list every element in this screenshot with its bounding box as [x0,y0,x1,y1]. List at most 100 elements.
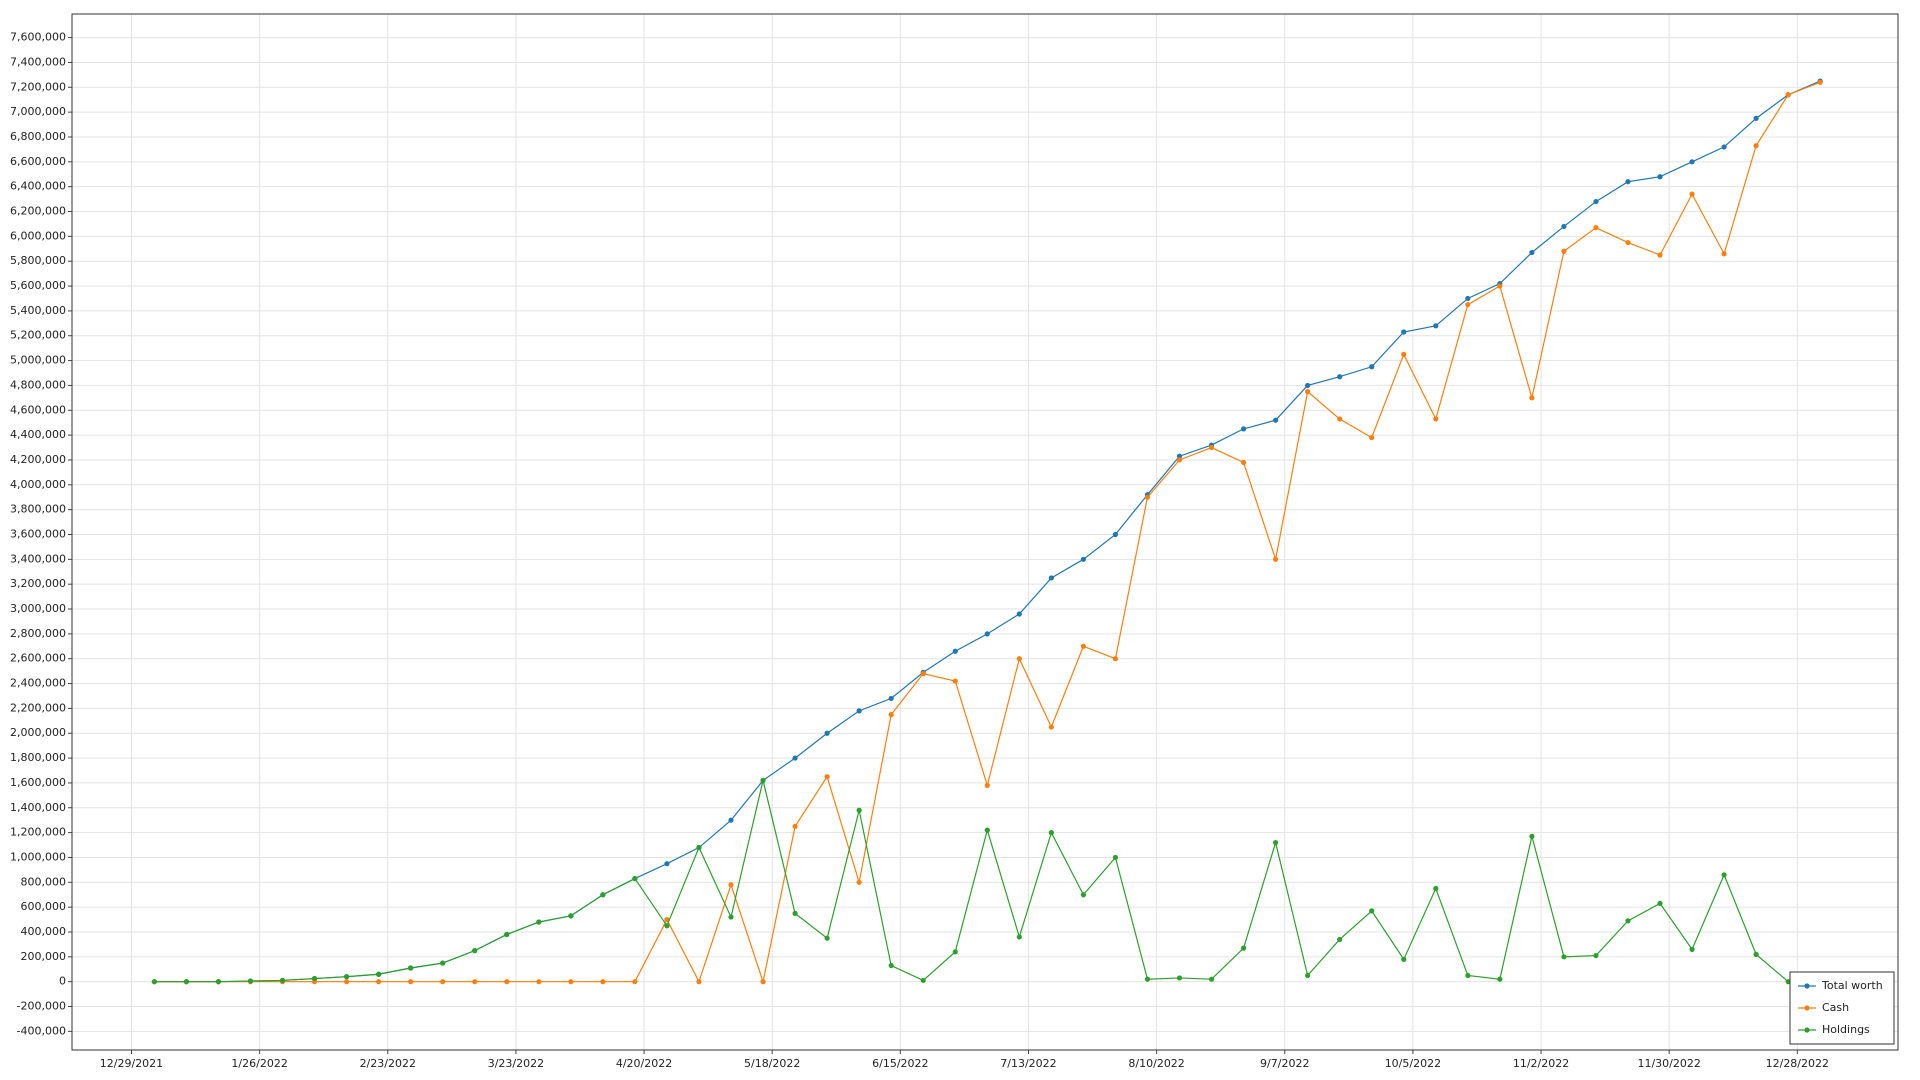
data-point [472,979,478,985]
y-tick-label: 5,000,000 [10,354,66,367]
data-point [1465,302,1471,308]
data-point [247,978,254,984]
data-point [472,948,478,954]
y-tick-label: 1,600,000 [10,776,66,789]
data-point [376,971,382,977]
data-point [856,879,862,885]
data-point [1240,945,1247,951]
data-point [1433,885,1439,892]
data-point [1369,908,1375,914]
data-point [1657,900,1663,907]
y-tick-label: 3,800,000 [10,503,66,516]
y-tick-label: 5,600,000 [10,279,66,292]
y-tick-label: 0 [59,975,66,988]
y-tick-label: 3,000,000 [10,602,66,615]
legend-marker [1804,1005,1810,1011]
y-tick-label: 2,000,000 [10,726,66,739]
y-tick-label: 1,800,000 [10,751,66,764]
data-point [1593,225,1599,231]
data-point [1529,395,1535,401]
y-tick-label: 3,400,000 [10,552,66,565]
data-point [792,755,798,761]
data-point [1048,830,1054,836]
y-tick-label: 7,000,000 [10,105,66,118]
data-point [728,914,734,920]
data-point [343,974,350,980]
data-point [952,678,958,684]
y-tick-label: 4,200,000 [10,453,66,466]
data-point [1817,79,1823,85]
y-tick-label: 4,800,000 [10,378,66,391]
data-point [1305,389,1311,395]
legend-marker [1804,983,1810,989]
plot-frame [71,13,1899,1051]
data-point [1753,143,1759,149]
data-point [1273,839,1279,846]
y-tick-label: 5,400,000 [10,304,66,317]
x-tick-label: 5/18/2022 [744,1057,800,1070]
x-tick-label: 12/29/2021 [100,1057,163,1070]
data-point [408,965,414,971]
data-point [504,931,510,938]
data-point [568,979,574,985]
data-point [215,979,222,985]
x-tick-label: 11/2/2022 [1513,1057,1569,1070]
data-point [1080,556,1086,562]
data-point [1721,251,1727,257]
data-point [792,910,798,916]
data-point [664,923,670,929]
data-point [632,875,638,882]
y-tick-label: 4,400,000 [10,428,66,441]
data-point [343,979,350,985]
data-point [1625,918,1631,924]
y-tick-label: 4,000,000 [10,478,66,491]
data-point [1208,976,1215,982]
data-point [856,708,862,714]
data-point [1208,444,1215,451]
data-point [1305,972,1311,979]
x-tick-label: 12/28/2022 [1766,1057,1829,1070]
data-point [536,979,542,985]
data-point [1305,382,1311,389]
data-point [1689,159,1695,165]
y-tick-label: -200,000 [17,1000,66,1013]
data-point [1497,976,1503,982]
y-tick-label: 6,800,000 [10,130,66,143]
data-point [1465,295,1471,302]
y-tick-label: 6,600,000 [10,155,66,168]
data-point [824,935,830,941]
data-point [1561,223,1567,230]
data-point [1721,872,1727,878]
data-point [1144,494,1151,500]
data-point [1593,952,1599,959]
data-point [1689,191,1695,197]
data-point [440,979,446,985]
data-point [183,979,190,985]
y-tick-label: 6,000,000 [10,229,66,242]
data-point [1433,323,1439,329]
data-point [696,979,702,985]
data-point [1657,174,1663,180]
data-point [1465,972,1471,979]
y-tick-label: 2,200,000 [10,701,66,714]
x-tick-label: 2/23/2022 [360,1057,416,1070]
data-point [1753,115,1759,121]
data-point [1048,724,1054,730]
data-point [1112,531,1119,538]
data-point [1369,364,1375,370]
data-point [1433,416,1439,422]
data-point [1337,374,1343,380]
data-point [1016,611,1022,617]
y-tick-label: 3,600,000 [10,527,66,540]
data-point [1785,979,1791,985]
data-point [952,949,958,955]
data-point [600,979,606,985]
data-point [376,979,382,985]
y-tick-label: 5,800,000 [10,254,66,267]
legend-label: Cash [1822,1001,1849,1014]
data-point [1401,329,1407,335]
data-point [1657,252,1663,258]
x-tick-label: 1/26/2022 [231,1057,287,1070]
data-point [1080,643,1086,649]
